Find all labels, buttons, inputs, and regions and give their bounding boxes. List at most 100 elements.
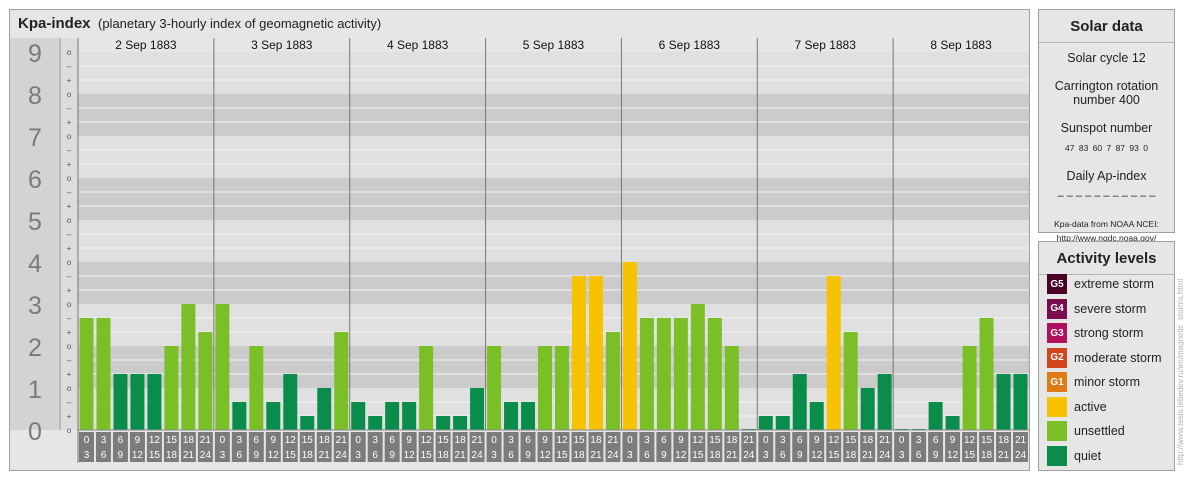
hour-end-label: 21 (590, 450, 602, 461)
kp-bar (1013, 374, 1028, 430)
hour-start-label: 21 (879, 435, 891, 446)
kp-bar (724, 346, 739, 430)
kp-bar (266, 401, 281, 430)
y-minor-tick-label: – (67, 146, 72, 155)
kp-bar (843, 332, 858, 430)
kp-bar (164, 346, 179, 430)
legend-label: moderate storm (1074, 350, 1162, 365)
kp-bar (249, 346, 264, 430)
hour-end-label: 15 (149, 450, 161, 461)
hour-start-label: 12 (285, 435, 297, 446)
y-minor-tick-label: o (67, 426, 72, 435)
day-label: 3 Sep 1883 (251, 38, 313, 52)
kp-bar (283, 374, 298, 430)
hour-end-label: 12 (268, 450, 280, 461)
y-minor-tick-label: + (67, 286, 72, 295)
kp-bar (758, 416, 773, 430)
hour-cell (928, 432, 944, 462)
hour-start-label: 15 (166, 435, 178, 446)
hour-start-label: 3 (644, 435, 650, 446)
hour-cell (656, 432, 672, 462)
hour-start-label: 0 (491, 435, 497, 446)
legend-label: minor storm (1074, 375, 1140, 389)
solar-cycle: Solar cycle 12 (1067, 51, 1146, 65)
day-label: 4 Sep 1883 (387, 38, 449, 52)
y-minor-tick-label: – (67, 104, 72, 113)
hour-cell (79, 432, 94, 462)
hour-start-label: 15 (438, 435, 450, 446)
hour-cell (571, 432, 587, 462)
solar-data-panel: Solar data Solar cycle 12 Carrington rot… (1038, 9, 1175, 243)
kp-band (78, 262, 1029, 304)
kp-band (78, 304, 1029, 346)
hour-start-label: 0 (355, 435, 361, 446)
kp-bar (656, 317, 671, 430)
hour-start-label: 9 (135, 435, 141, 446)
hour-start-label: 21 (1015, 435, 1027, 446)
y-minor-tick-label: o (67, 132, 72, 141)
hour-end-label: 15 (692, 450, 704, 461)
legend-item-quiet: quiet (1047, 445, 1102, 466)
y-minor-axis-strip (60, 38, 78, 430)
hour-end-label: 3 (355, 450, 361, 461)
kp-bar (826, 275, 841, 430)
hour-cell (707, 432, 723, 462)
kp-bar (521, 401, 536, 430)
kp-bar (809, 401, 824, 430)
chart-header: Kpa-index (planetary 3-hourly index of g… (10, 10, 1029, 36)
hour-cell (877, 432, 893, 462)
hour-start-label: 9 (406, 435, 412, 446)
hour-start-label: 21 (200, 435, 212, 446)
hour-cell (639, 432, 655, 462)
kp-bar (317, 388, 332, 430)
hour-end-label: 12 (675, 450, 687, 461)
y-minor-tick-label: o (67, 48, 72, 57)
hour-cell (894, 432, 910, 462)
hour-cell (265, 432, 281, 462)
hour-end-label: 18 (709, 450, 721, 461)
hour-cell (843, 432, 859, 462)
hour-start-label: 3 (101, 435, 107, 446)
hour-end-label: 6 (101, 450, 107, 461)
hour-end-label: 21 (998, 450, 1010, 461)
hour-start-label: 6 (661, 435, 667, 446)
hour-start-label: 0 (220, 435, 226, 446)
legend-swatch: G3 (1047, 323, 1067, 343)
hour-start-label: 0 (627, 435, 633, 446)
legend-item-active: active (1047, 396, 1107, 417)
hour-start-label: 6 (389, 435, 395, 446)
activity-levels-panel: Activity levels G5 extreme storm G4 severe … (1038, 241, 1175, 471)
y-minor-tick-label: – (67, 398, 72, 407)
hour-cell (520, 432, 536, 462)
hour-end-label: 24 (607, 450, 619, 461)
hour-end-label: 18 (573, 450, 585, 461)
hour-end-label: 12 (404, 450, 416, 461)
hour-end-label: 12 (811, 450, 823, 461)
hour-start-label: 12 (556, 435, 568, 446)
legend-item-severe-storm: G4 severe storm (1047, 298, 1146, 319)
kp-bar (198, 332, 213, 430)
hour-start-label: 18 (183, 435, 195, 446)
data-credit-link[interactable]: http://www.ngdc.noaa.gov/ (1056, 233, 1157, 243)
y-minor-tick-label: o (67, 258, 72, 267)
hour-start-label: 0 (84, 435, 90, 446)
day-label: 7 Sep 1883 (795, 38, 857, 52)
hour-cell (350, 432, 366, 462)
hour-end-label: 9 (933, 450, 939, 461)
hour-end-label: 12 (947, 450, 959, 461)
kp-bar (538, 346, 552, 430)
hour-end-label: 15 (285, 450, 297, 461)
hour-end-label: 3 (220, 450, 226, 461)
y-major-tick-label: 9 (28, 40, 42, 68)
kp-bar (996, 374, 1011, 430)
hour-start-label: 9 (271, 435, 277, 446)
hour-end-label: 15 (964, 450, 976, 461)
y-minor-tick-label: o (67, 174, 72, 183)
hour-end-label: 24 (472, 450, 484, 461)
hour-cell (469, 432, 485, 462)
legend-label: unsettled (1074, 424, 1125, 438)
legend-swatch: G4 (1047, 298, 1067, 319)
legend-label: quiet (1074, 448, 1102, 463)
hour-start-label: 6 (118, 435, 124, 446)
kp-bar (487, 346, 502, 430)
